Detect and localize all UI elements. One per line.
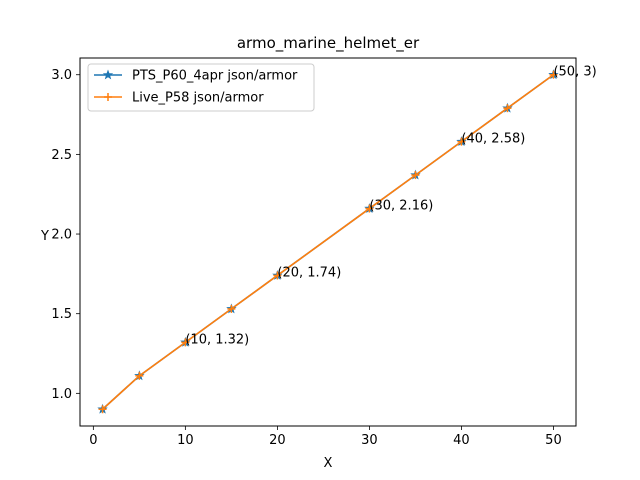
legend-marker [104,93,112,101]
series-2 [98,70,558,414]
data-point [98,405,107,414]
data-point [181,338,190,347]
data-point [457,137,466,146]
legend-item: PTS_P60_4apr json/armor [94,69,298,84]
x-tick-label: 50 [545,433,562,448]
legend: PTS_P60_4apr json/armor Live_P58 json/arm… [87,63,315,112]
legend-label: Live_P58 json/armor [132,91,264,106]
data-annotation: (20, 1.74) [277,265,341,280]
data-annotation: (30, 2.16) [369,199,433,214]
legend-item: Live_P58 json/armor [94,91,264,106]
annotation-layer: (10, 1.32) (20, 1.74) (30, 2.16) (40, 2.58)… [185,65,596,348]
data-point [227,304,236,313]
x-tick-label: 40 [453,433,470,448]
x-tick-label: 10 [177,433,194,448]
data-point [411,171,420,180]
series-line [102,74,554,410]
y-tick-label: 1.5 [51,307,72,322]
legend-frame [87,63,315,112]
data-point [549,70,558,79]
x-axis-label: X [324,456,333,471]
y-axis-ticks: 1.0 1.5 2.0 2.5 3.0 [51,68,80,402]
data-point [135,371,144,380]
x-tick-label: 20 [269,433,286,448]
data-point [503,104,512,113]
y-tick-label: 2.5 [51,148,72,163]
legend-marker [102,69,114,80]
y-tick-label: 1.0 [51,387,72,402]
data-annotation: (10, 1.32) [185,332,249,347]
data-annotation: (50, 3) [553,65,596,80]
data-point [273,271,282,280]
data-point [365,204,374,213]
x-tick-label: 0 [89,433,97,448]
series-layer [97,69,559,414]
chart-title: armo_marine_helmet_er [237,34,420,53]
y-tick-label: 3.0 [51,68,72,83]
data-annotation: (40, 2.58) [461,132,525,147]
x-tick-label: 30 [361,433,378,448]
legend-label: PTS_P60_4apr json/armor [132,69,298,84]
y-axis-label: Y [40,229,49,244]
y-tick-label: 2.0 [51,228,72,243]
x-axis-ticks: 0 10 20 30 40 50 [89,426,562,448]
